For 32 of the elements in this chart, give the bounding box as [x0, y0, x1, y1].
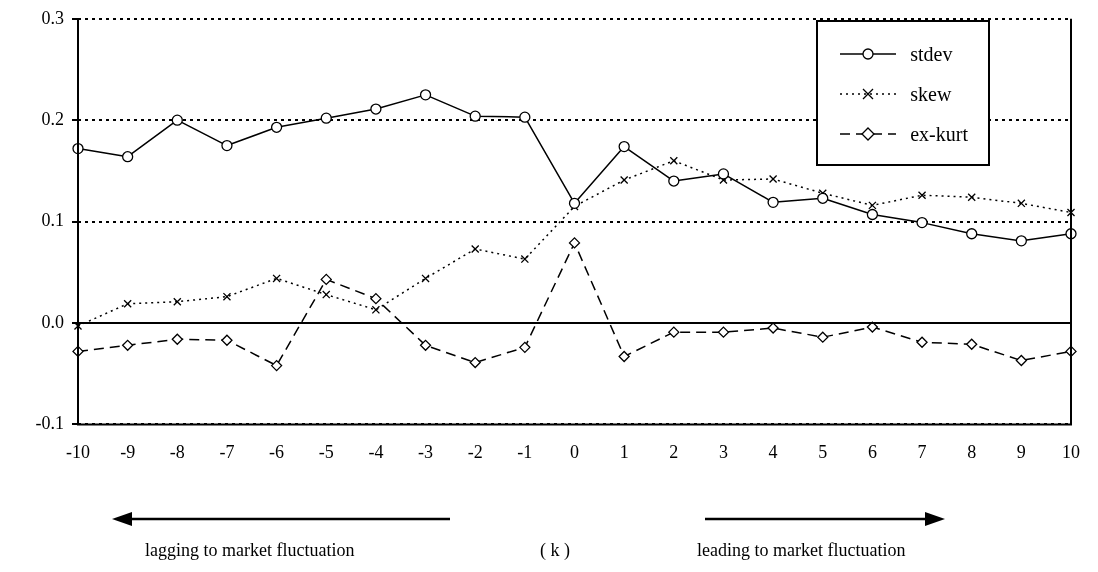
y-tick-label: 0.2 — [41, 108, 64, 129]
y-tick-label: 0.1 — [41, 210, 64, 231]
y-tick-label: -0.1 — [35, 413, 64, 434]
x-tick-label: -1 — [517, 441, 533, 462]
x-tick-label: 3 — [718, 441, 728, 462]
x-tick-label: 7 — [917, 441, 927, 462]
x-tick-label: 0 — [570, 441, 579, 462]
text: leading to market fluctuation — [697, 540, 906, 561]
legend-label: stdev — [910, 42, 953, 66]
x-tick-label: -7 — [219, 441, 235, 462]
x-tick-label: -5 — [318, 441, 334, 462]
x-tick-label: 4 — [768, 441, 778, 462]
x-tick-label: -8 — [169, 441, 185, 462]
x-axis-title: ( k ) — [540, 540, 570, 561]
x-tick-label: -2 — [467, 441, 483, 462]
legend-label: ex-kurt — [910, 122, 968, 146]
x-tick-label: 10 — [1062, 441, 1080, 462]
x-tick-label: 8 — [967, 441, 977, 462]
x-tick-label: -4 — [368, 441, 384, 462]
x-tick-label: -6 — [269, 441, 285, 462]
x-tick-label: 2 — [669, 441, 679, 462]
x-tick-label: 6 — [867, 441, 877, 462]
x-tick-label: -10 — [66, 441, 90, 462]
legend-label: skew — [910, 82, 952, 106]
y-tick-label: 0.0 — [41, 311, 64, 332]
text: lagging to market fluctuation — [145, 540, 355, 561]
x-tick-label: -9 — [120, 441, 136, 462]
x-tick-label: 1 — [619, 441, 629, 462]
y-tick-label: 0.3 — [41, 7, 64, 28]
x-tick-label: 9 — [1016, 441, 1026, 462]
x-tick-label: -3 — [418, 441, 434, 462]
x-tick-label: 5 — [818, 441, 828, 462]
